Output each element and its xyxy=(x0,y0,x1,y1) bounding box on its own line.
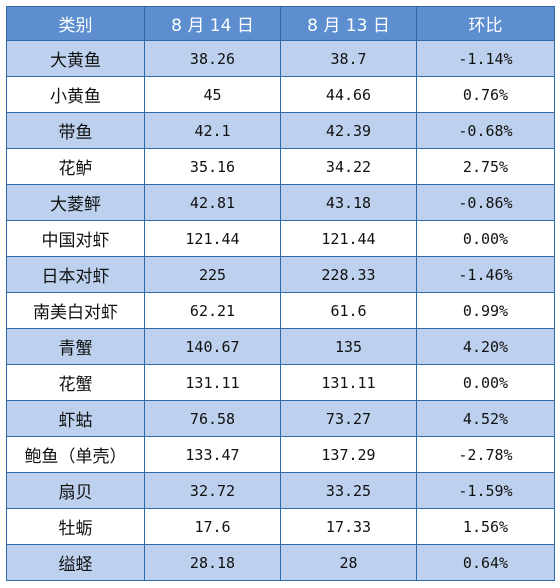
cell-change: -2.78% xyxy=(416,436,555,473)
cell-change: 4.20% xyxy=(416,328,555,365)
cell-aug13: 38.7 xyxy=(280,40,417,77)
cell-category: 牡蛎 xyxy=(6,508,145,545)
cell-category: 中国对虾 xyxy=(6,220,145,257)
cell-aug14: 38.26 xyxy=(144,40,281,77)
cell-category: 日本对虾 xyxy=(6,256,145,293)
table-row: 花蟹 131.11 131.11 0.00% xyxy=(6,364,555,401)
cell-aug14: 121.44 xyxy=(144,220,281,257)
table-row: 大菱鲆 42.81 43.18 -0.86% xyxy=(6,184,555,221)
cell-category: 虾蛄 xyxy=(6,400,145,437)
cell-category: 南美白对虾 xyxy=(6,292,145,329)
table-row: 花鲈 35.16 34.22 2.75% xyxy=(6,148,555,185)
table-row: 鲍鱼（单壳） 133.47 137.29 -2.78% xyxy=(6,436,555,473)
cell-category: 青蟹 xyxy=(6,328,145,365)
cell-change: -1.14% xyxy=(416,40,555,77)
table-row: 扇贝 32.72 33.25 -1.59% xyxy=(6,472,555,509)
cell-aug14: 42.81 xyxy=(144,184,281,221)
cell-aug14: 35.16 xyxy=(144,148,281,185)
table-row: 虾蛄 76.58 73.27 4.52% xyxy=(6,400,555,437)
cell-change: -0.68% xyxy=(416,112,555,149)
cell-aug14: 131.11 xyxy=(144,364,281,401)
cell-category: 花蟹 xyxy=(6,364,145,401)
table-row: 南美白对虾 62.21 61.6 0.99% xyxy=(6,292,555,329)
cell-category: 花鲈 xyxy=(6,148,145,185)
cell-aug13: 135 xyxy=(280,328,417,365)
table-body: 大黄鱼 38.26 38.7 -1.14% 小黄鱼 45 44.66 0.76% 带鱼 42.1 4… xyxy=(6,40,555,581)
cell-aug13: 28 xyxy=(280,544,417,581)
cell-category: 小黄鱼 xyxy=(6,76,145,113)
cell-category: 扇贝 xyxy=(6,472,145,509)
cell-aug13: 43.18 xyxy=(280,184,417,221)
cell-aug14: 76.58 xyxy=(144,400,281,437)
cell-aug14: 225 xyxy=(144,256,281,293)
cell-aug13: 137.29 xyxy=(280,436,417,473)
cell-change: 2.75% xyxy=(416,148,555,185)
cell-change: 0.00% xyxy=(416,220,555,257)
cell-category: 大菱鲆 xyxy=(6,184,145,221)
cell-change: 4.52% xyxy=(416,400,555,437)
cell-aug13: 121.44 xyxy=(280,220,417,257)
cell-aug14: 32.72 xyxy=(144,472,281,509)
cell-aug13: 17.33 xyxy=(280,508,417,545)
price-table-container: 类别 8 月 14 日 8 月 13 日 环比 大黄鱼 38.26 38.7 -1.1… xyxy=(6,6,555,581)
cell-aug13: 44.66 xyxy=(280,76,417,113)
cell-aug13: 33.25 xyxy=(280,472,417,509)
cell-category: 带鱼 xyxy=(6,112,145,149)
cell-aug14: 42.1 xyxy=(144,112,281,149)
cell-change: -1.59% xyxy=(416,472,555,509)
cell-aug13: 42.39 xyxy=(280,112,417,149)
cell-change: -1.46% xyxy=(416,256,555,293)
table-row: 日本对虾 225 228.33 -1.46% xyxy=(6,256,555,293)
cell-aug14: 28.18 xyxy=(144,544,281,581)
cell-aug13: 34.22 xyxy=(280,148,417,185)
header-category: 类别 xyxy=(6,6,145,41)
cell-aug13: 131.11 xyxy=(280,364,417,401)
cell-change: 0.99% xyxy=(416,292,555,329)
table-row: 牡蛎 17.6 17.33 1.56% xyxy=(6,508,555,545)
cell-aug13: 228.33 xyxy=(280,256,417,293)
header-aug14: 8 月 14 日 xyxy=(144,6,281,41)
table-row: 缢蛏 28.18 28 0.64% xyxy=(6,544,555,581)
cell-change: 0.76% xyxy=(416,76,555,113)
cell-category: 大黄鱼 xyxy=(6,40,145,77)
cell-change: 0.00% xyxy=(416,364,555,401)
cell-aug14: 17.6 xyxy=(144,508,281,545)
cell-change: 0.64% xyxy=(416,544,555,581)
seafood-price-table: 类别 8 月 14 日 8 月 13 日 环比 大黄鱼 38.26 38.7 -1.1… xyxy=(6,6,555,581)
cell-aug14: 140.67 xyxy=(144,328,281,365)
cell-category: 鲍鱼（单壳） xyxy=(6,436,145,473)
cell-aug14: 62.21 xyxy=(144,292,281,329)
table-header: 类别 8 月 14 日 8 月 13 日 环比 xyxy=(6,6,555,41)
table-row: 中国对虾 121.44 121.44 0.00% xyxy=(6,220,555,257)
cell-change: -0.86% xyxy=(416,184,555,221)
cell-aug14: 133.47 xyxy=(144,436,281,473)
cell-aug13: 73.27 xyxy=(280,400,417,437)
header-aug13: 8 月 13 日 xyxy=(280,6,417,41)
cell-change: 1.56% xyxy=(416,508,555,545)
table-row: 小黄鱼 45 44.66 0.76% xyxy=(6,76,555,113)
table-row: 大黄鱼 38.26 38.7 -1.14% xyxy=(6,40,555,77)
cell-aug14: 45 xyxy=(144,76,281,113)
header-row: 类别 8 月 14 日 8 月 13 日 环比 xyxy=(6,6,555,41)
table-row: 带鱼 42.1 42.39 -0.68% xyxy=(6,112,555,149)
cell-category: 缢蛏 xyxy=(6,544,145,581)
cell-aug13: 61.6 xyxy=(280,292,417,329)
header-change: 环比 xyxy=(416,6,555,41)
table-row: 青蟹 140.67 135 4.20% xyxy=(6,328,555,365)
